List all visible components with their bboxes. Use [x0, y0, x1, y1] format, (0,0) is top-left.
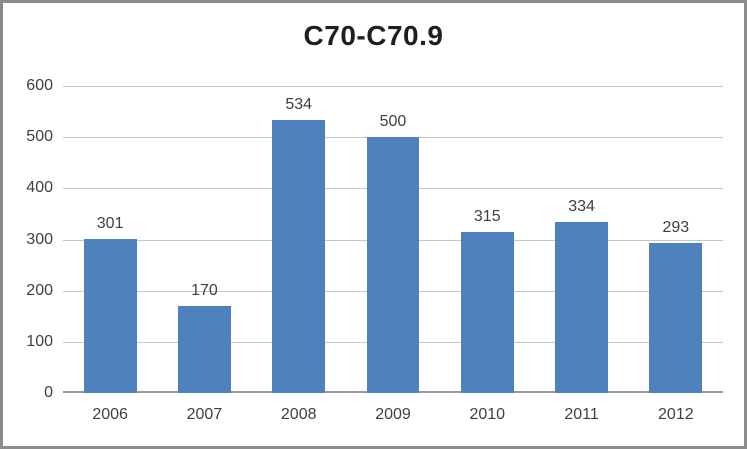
bar-value-label: 534 [285, 96, 313, 113]
y-tick-label: 600 [26, 77, 53, 94]
bar-value-label: 301 [96, 215, 124, 232]
bar-slot-2011: 334 [534, 86, 628, 393]
bar-2012 [649, 243, 703, 393]
bar-value-label: 293 [662, 219, 690, 236]
y-tick-label: 100 [26, 333, 53, 350]
x-tick-label-2009: 2009 [375, 406, 411, 423]
x-tick-label-2010: 2010 [469, 406, 506, 423]
x-tick-label-2007: 2007 [186, 406, 223, 423]
bar-2011 [555, 222, 608, 393]
chart-title: C70-C70.9 [303, 20, 444, 51]
x-axis-labels: 2006 2007 2008 2009 2010 2011 2012 [63, 406, 723, 424]
y-tick-label: 0 [44, 384, 53, 401]
x-tick-label-2008: 2008 [280, 406, 317, 423]
y-axis-labels: 600 500 400 300 200 100 0 [3, 77, 53, 401]
y-tick-label: 200 [26, 282, 53, 299]
bar-2006 [83, 239, 137, 393]
bar-2008 [272, 120, 326, 393]
bar-slot-2008: 534 [252, 86, 346, 393]
x-tick-label-2006: 2006 [92, 406, 128, 423]
bar-value-label: 500 [379, 113, 407, 130]
bar-2010 [460, 232, 514, 393]
y-tick-label: 500 [26, 128, 53, 145]
y-tick-label: 400 [26, 179, 53, 196]
bar-2009 [366, 137, 420, 393]
bar-slot-2012: 293 [629, 86, 723, 393]
bar-value-label: 334 [568, 198, 595, 215]
y-tick-label: 300 [26, 231, 53, 248]
bar-value-label: 170 [191, 282, 218, 299]
bar-2007 [178, 306, 231, 393]
gridline [63, 86, 723, 87]
bar-slot-2009: 500 [346, 86, 440, 393]
plot-area: 301 170 534 500 315 334 293 [63, 86, 723, 393]
bar-slot-2007: 170 [157, 86, 251, 393]
x-tick-label-2011: 2011 [564, 406, 599, 423]
bar-slot-2010: 315 [440, 86, 534, 393]
x-tick-label-2012: 2012 [658, 406, 694, 423]
bar-value-label: 315 [473, 208, 501, 225]
bar-slot-2006: 301 [63, 86, 157, 393]
bars-layer: 301 170 534 500 315 334 293 [63, 86, 723, 393]
